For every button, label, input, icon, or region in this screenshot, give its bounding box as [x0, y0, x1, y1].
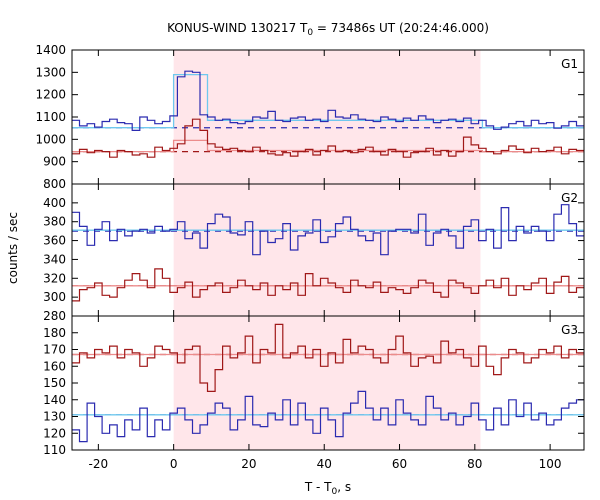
panel-g2: 280 300 320 340 360 380 400 G2	[43, 183, 585, 323]
panel-label: G3	[561, 323, 578, 337]
title-text: KONUS-WIND 130217 T	[167, 21, 308, 35]
y-tick-label: 1000	[35, 132, 66, 146]
y-tick-label: 400	[43, 196, 66, 210]
panel-label: G2	[561, 191, 578, 205]
y-tick-label: 360	[43, 234, 66, 248]
light-curve-series-0	[72, 323, 584, 392]
panel-plot-area	[72, 70, 584, 158]
y-tick-label: 1200	[35, 88, 66, 102]
light-curve-series-1	[72, 118, 584, 158]
panel-label: G1	[561, 57, 578, 71]
y-tick-label: 300	[43, 290, 66, 304]
x-axis-label-rest: , s	[337, 480, 351, 494]
fit-line-0	[72, 73, 584, 129]
light-curve-series-1	[72, 390, 584, 443]
y-tick-label: 340	[43, 252, 66, 266]
y-tick-label: 320	[43, 271, 66, 285]
svg-text:KONUS-WIND 130217 T0 = 73486s: KONUS-WIND 130217 T0 = 73486s UT (20:24:…	[167, 21, 489, 38]
y-tick-label: 160	[43, 359, 66, 373]
x-axis-label: T - T0, s	[304, 480, 351, 497]
x-tick-label: 80	[467, 457, 482, 471]
y-tick-label: 150	[43, 376, 66, 390]
y-tick-label: 130	[43, 410, 66, 424]
shaded-interval	[173, 316, 481, 450]
y-tick-label: 120	[43, 426, 66, 440]
title-rest: = 73486s UT (20:24:46.000)	[313, 21, 489, 35]
x-axis-label-text: T - T	[304, 480, 332, 494]
shaded-interval	[173, 50, 481, 184]
x-tick-label: 20	[241, 457, 256, 471]
y-tick-label: 1400	[35, 43, 66, 57]
x-tick-label: 100	[539, 457, 562, 471]
x-tick-label: 0	[170, 457, 178, 471]
x-tick-label: 60	[392, 457, 407, 471]
y-tick-label: 170	[43, 343, 66, 357]
y-tick-label: 280	[43, 309, 66, 323]
x-tick-label: 40	[317, 457, 332, 471]
light-curve-series-1	[72, 268, 584, 302]
chart-title: KONUS-WIND 130217 T0 = 73486s UT (20:24:…	[167, 21, 489, 38]
y-tick-label: 800	[43, 177, 66, 191]
y-tick-label: 900	[43, 155, 66, 169]
fit-line-1	[72, 139, 584, 153]
y-tick-label: 180	[43, 326, 66, 340]
light-curve-series-0	[72, 204, 584, 256]
x-tick-labels: -20 0 20 40 60 80 100	[89, 457, 562, 471]
y-tick-label: 1100	[35, 110, 66, 124]
y-tick-label: 110	[43, 443, 66, 457]
y-axis-label: counts / sec	[6, 212, 20, 284]
x-tick-label: -20	[89, 457, 109, 471]
title-subscript: 0	[307, 28, 313, 38]
y-tick-label: 380	[43, 215, 66, 229]
y-tick-label: 140	[43, 393, 66, 407]
panels: 80090010001100120013001400G1280300320340…	[35, 43, 585, 471]
y-tick-label: 1300	[35, 65, 66, 79]
panel-plot-area	[72, 204, 584, 302]
shaded-interval	[173, 184, 481, 316]
light-curve-series-0	[72, 70, 584, 131]
panel-plot-area	[72, 323, 584, 443]
panel-g3: 110 120 130 140 150 160 170 180 G3	[43, 315, 585, 457]
x-axis-label-subscript: 0	[332, 487, 338, 497]
panel-g1: 800 900 1000 1100 1200 1300 1400 G1	[35, 43, 585, 191]
